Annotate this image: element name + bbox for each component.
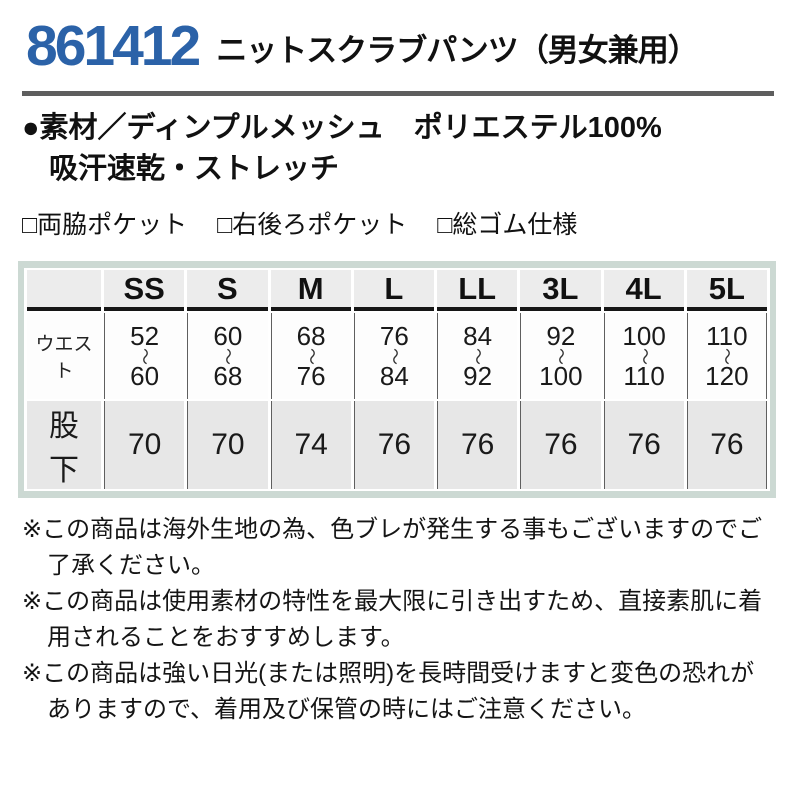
feature-right-back-pocket: □右後ろポケット (217, 211, 408, 239)
range-tilde: 〜 (384, 347, 404, 365)
feature-checkbox-row: □両脇ポケット □右後ろポケット □総ゴム仕様 (22, 210, 780, 240)
feature-side-pockets: □両脇ポケット (22, 211, 188, 239)
size-header-ss: SS (104, 270, 185, 311)
product-name: ニットスクラブパンツ（男女兼用） (216, 33, 699, 68)
size-header-m: M (270, 270, 351, 311)
size-table-band: SS S M L LL 3L 4L 5L ウエスト 52 〜 60 (18, 261, 776, 498)
waist-cell-ll: 84 〜 92 (437, 313, 518, 399)
inseam-cell-m: 74 (270, 401, 351, 489)
material-line-1: ●素材／ディンプルメッシュ ポリエステル100% (22, 112, 662, 144)
size-table-corner (27, 270, 101, 311)
header: 861412 ニットスクラブパンツ（男女兼用） (0, 0, 800, 76)
waist-cell-s: 60 〜 68 (187, 313, 268, 399)
header-divider (22, 91, 774, 96)
product-code: 861412 (26, 14, 201, 78)
inseam-cell-l: 76 (353, 401, 434, 489)
size-header-ll: LL (437, 270, 518, 311)
range-tilde: 〜 (634, 347, 654, 365)
size-header-l: L (353, 270, 434, 311)
material-line-2: 吸汗速乾・ストレッチ (49, 153, 340, 185)
inseam-cell-5l: 76 (686, 401, 767, 489)
range-tilde: 〜 (301, 347, 321, 365)
range-tilde: 〜 (468, 347, 488, 365)
waist-cell-4l: 100 〜 110 (603, 313, 684, 399)
size-header-4l: 4L (603, 270, 684, 311)
size-header-5l: 5L (686, 270, 767, 311)
waist-cell-3l: 92 〜 100 (520, 313, 601, 399)
range-tilde: 〜 (551, 347, 571, 365)
range-tilde: 〜 (135, 347, 155, 365)
size-header-row: SS S M L LL 3L 4L 5L (27, 270, 767, 311)
waist-row-label: ウエスト (27, 313, 101, 399)
waist-cell-ss: 52 〜 60 (104, 313, 185, 399)
range-tilde: 〜 (218, 347, 238, 365)
feature-full-elastic: □総ゴム仕様 (437, 211, 578, 239)
waist-row: ウエスト 52 〜 60 60 〜 68 68 〜 76 76 〜 84 84 〜 92 (27, 313, 767, 399)
inseam-cell-ll: 76 (437, 401, 518, 489)
notes-section: ※この商品は海外生地の為、色ブレが発生する事もございますのでご了承ください。 ※… (22, 512, 776, 728)
note-sunlight-discoloration: ※この商品は強い日光(または照明)を長時間受けますと変色の恐れがありますので、着… (22, 660, 755, 723)
range-tilde: 〜 (717, 347, 737, 365)
inseam-row: 股 下 70 70 74 76 76 76 76 76 (27, 401, 767, 489)
inseam-cell-3l: 76 (520, 401, 601, 489)
inseam-cell-s: 70 (187, 401, 268, 489)
note-wear-directly: ※この商品は使用素材の特性を最大限に引き出すため、直接素肌に着用されることをおす… (22, 588, 763, 651)
material-section: ●素材／ディンプルメッシュ ポリエステル100% 吸汗速乾・ストレッチ (22, 108, 780, 190)
size-header-s: S (187, 270, 268, 311)
inseam-cell-4l: 76 (603, 401, 684, 489)
note-color-variation: ※この商品は海外生地の為、色ブレが発生する事もございますのでご了承ください。 (22, 516, 763, 579)
size-table: SS S M L LL 3L 4L 5L ウエスト 52 〜 60 (24, 268, 770, 491)
inseam-cell-ss: 70 (104, 401, 185, 489)
waist-cell-5l: 110 〜 120 (686, 313, 767, 399)
size-header-3l: 3L (520, 270, 601, 311)
waist-cell-m: 68 〜 76 (270, 313, 351, 399)
inseam-row-label: 股 下 (27, 401, 109, 489)
waist-cell-l: 76 〜 84 (353, 313, 434, 399)
